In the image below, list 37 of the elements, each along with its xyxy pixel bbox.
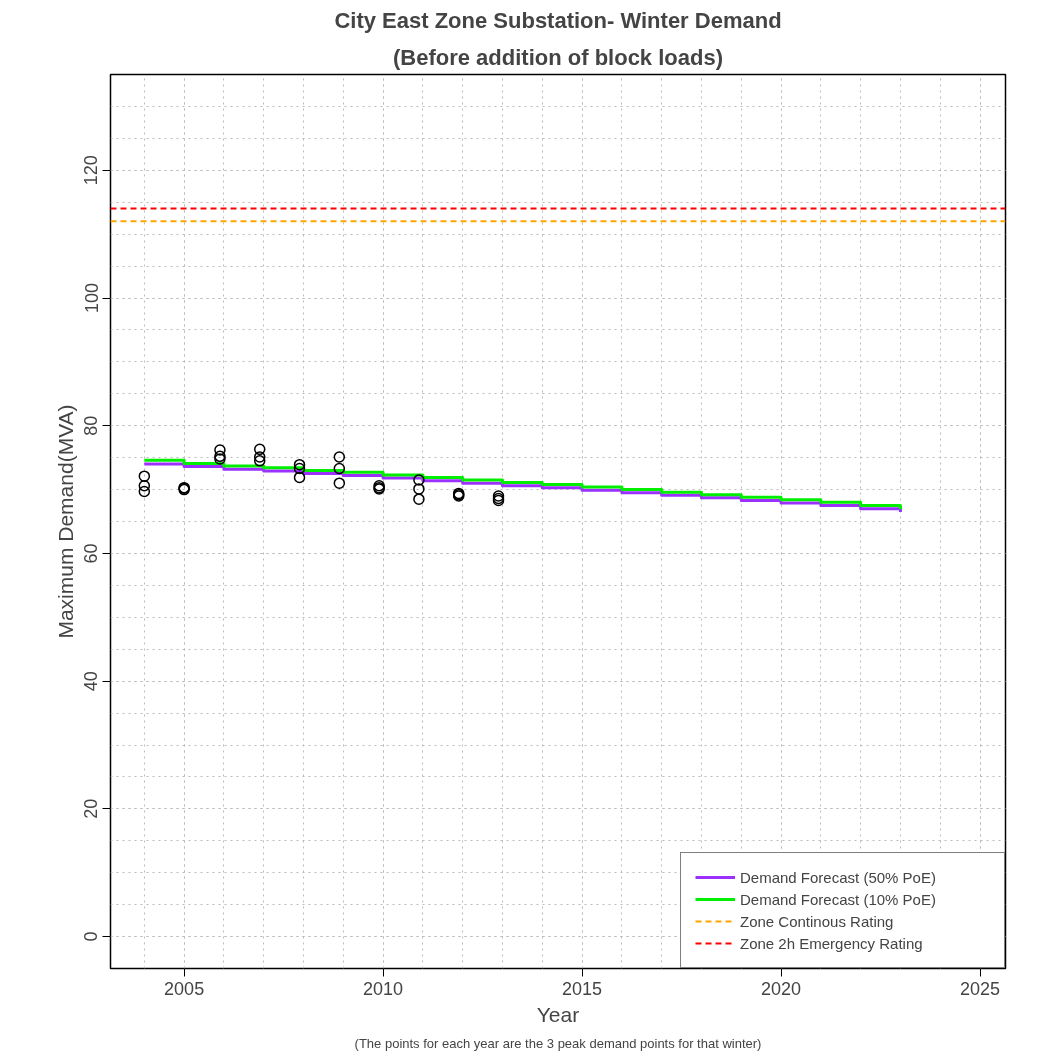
y-tick-label: 80 [81, 415, 102, 436]
point [253, 455, 266, 467]
y-tick-label: 40 [81, 671, 102, 692]
chart-title: City East Zone Substation- Winter Demand [334, 7, 782, 33]
text: (The points for each year are the 3 peak demand points for that winter) [354, 1035, 762, 1051]
point [413, 483, 425, 495]
chart-subtitle: (Before addition of block loads) [392, 44, 724, 70]
legend-label: Demand Forecast (10% PoE) [740, 890, 937, 908]
x-tick-label: 2020 [761, 978, 802, 999]
point [138, 470, 151, 482]
y-tick-label: 60 [81, 543, 102, 564]
point [333, 477, 346, 489]
point [293, 458, 306, 471]
point [333, 462, 346, 475]
point [253, 451, 266, 463]
point [214, 444, 226, 456]
legend-label: Zone Continous Rating [740, 912, 895, 930]
x-tick-label: 2025 [960, 978, 1001, 999]
x-tick-label: 2015 [562, 978, 603, 999]
point [138, 480, 151, 492]
y-tick-label: 20 [81, 798, 102, 819]
legend-label: Zone 2h Emergency Rating [740, 934, 924, 952]
point [413, 474, 425, 486]
legend-label: Demand Forecast (50% PoE) [740, 868, 937, 886]
point [293, 471, 306, 484]
point [138, 485, 151, 498]
y-tick-label: 100 [81, 282, 102, 314]
y-axis-title: Maximum Demand(MVA) [53, 404, 77, 639]
y-tick-label: 120 [81, 155, 102, 186]
point [333, 451, 346, 463]
x-tick-label: 2005 [164, 978, 205, 999]
point [293, 462, 306, 475]
x-tick-label: 2010 [363, 978, 404, 999]
x-axis-title: Year [536, 1002, 580, 1026]
point [413, 493, 425, 505]
point [253, 443, 266, 456]
y-tick-label: 0 [81, 931, 102, 942]
